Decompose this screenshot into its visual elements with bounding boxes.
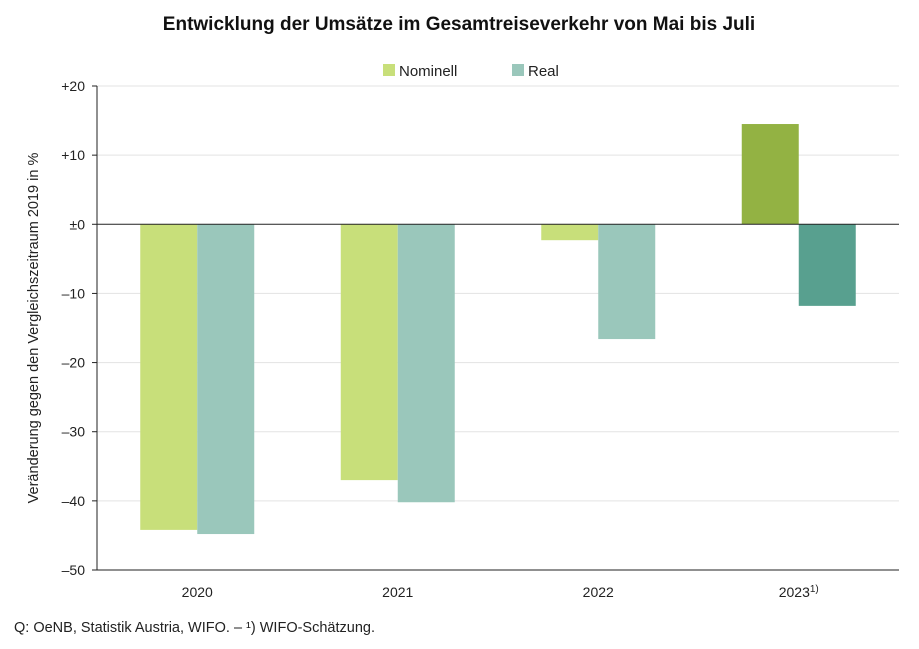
axes: [92, 85, 899, 571]
bar-nominell-2023: [741, 124, 799, 225]
legend-swatch-nominell: [383, 64, 395, 76]
bar-real-2021: [397, 224, 455, 503]
y-tick-label: –10: [62, 285, 86, 301]
y-tick-labels: +20 +10 ±0 –10 –20 –30 –40 –50: [61, 78, 85, 578]
bar-nominell-2021: [340, 224, 398, 481]
y-tick-label: –30: [62, 424, 86, 440]
y-tick-label: –50: [62, 562, 86, 578]
y-tick-label: +10: [61, 147, 85, 163]
y-tick-label: ±0: [70, 216, 86, 232]
x-tick-label: 2020: [182, 584, 213, 600]
bar-real-2023: [798, 224, 856, 306]
legend-label-nominell: Nominell: [399, 63, 457, 80]
x-tick-label: 2022: [583, 584, 614, 600]
y-tick-label: –40: [62, 493, 86, 509]
y-axis-label: Veränderung gegen den Vergleichszeitraum…: [26, 153, 42, 504]
y-tick-label: +20: [61, 78, 85, 94]
source-note: Q: OeNB, Statistik Austria, WIFO. – ¹) W…: [14, 620, 375, 636]
bar-nominell-2022: [541, 224, 599, 241]
bar-real-2022: [598, 224, 656, 340]
chart-title: Entwicklung der Umsätze im Gesamtreiseve…: [163, 14, 755, 35]
x-tick-labels: 2020 2021 2022 20231): [182, 584, 819, 600]
y-tick-label: –20: [62, 355, 86, 371]
footnote-marker: 1): [810, 584, 819, 595]
bars: [140, 124, 856, 535]
legend: Nominell Real: [383, 63, 559, 80]
bar-real-2020: [197, 224, 255, 535]
legend-label-real: Real: [528, 63, 559, 80]
x-tick-label: 20231): [779, 584, 819, 600]
legend-swatch-real: [512, 64, 524, 76]
x-tick-label: 2021: [382, 584, 413, 600]
bar-nominell-2020: [140, 224, 198, 530]
